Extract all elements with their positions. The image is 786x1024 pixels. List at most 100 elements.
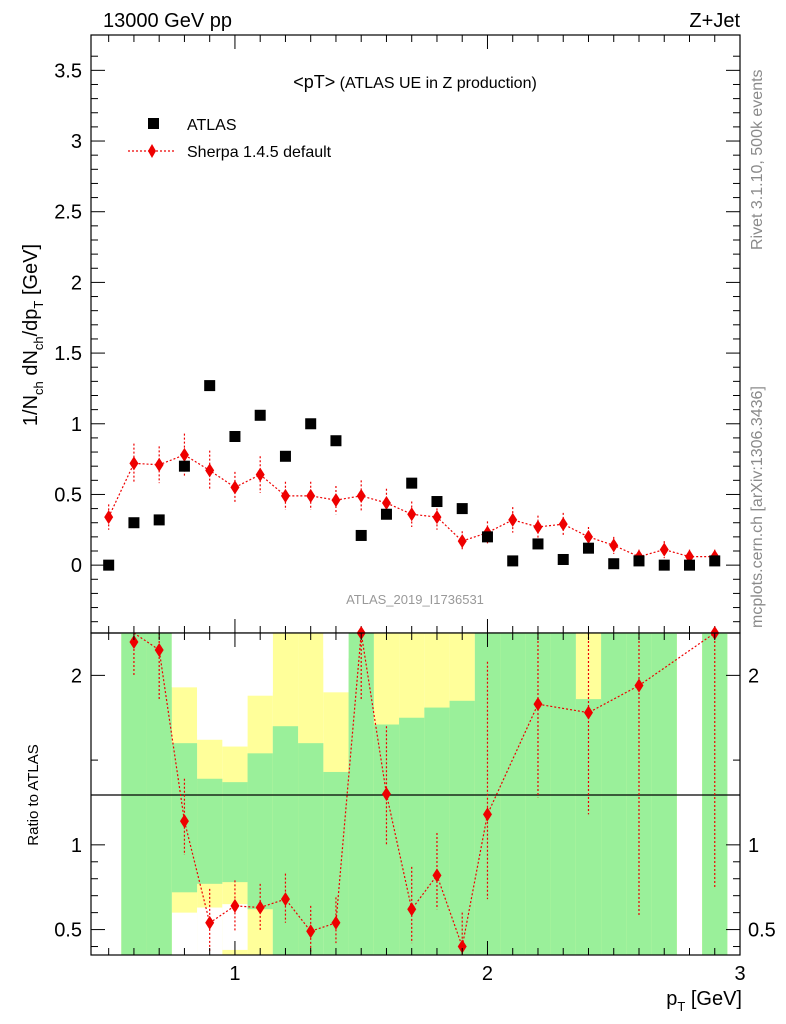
ratio-point [255, 900, 265, 915]
atlas-point [633, 555, 645, 567]
x-tick-label: 2 [482, 963, 493, 985]
ratio-panel: 0.5 0.5 1 1 2 2 1 2 3 [54, 626, 776, 985]
ratio-point [280, 892, 290, 907]
atlas-point [406, 477, 418, 489]
sherpa-point [609, 538, 619, 553]
atlas-point [153, 514, 165, 526]
ratio-y-tick-label-right: 0.5 [748, 920, 776, 942]
sherpa-point [255, 467, 265, 482]
atlas-point [305, 418, 317, 430]
ratio-band-green [197, 778, 223, 884]
sherpa-point [331, 493, 341, 508]
atlas-point [279, 450, 291, 462]
ratio-point [129, 635, 139, 649]
main-y-tick-label: 2.5 [54, 202, 82, 224]
sherpa-point [457, 534, 467, 549]
ratio-y-axis-label: Ratio to ATLAS [25, 744, 42, 845]
atlas-point [229, 430, 241, 442]
legend-atlas-label: ATLAS [187, 117, 237, 134]
main-y-tick-label: 0 [71, 555, 82, 577]
atlas-point [178, 460, 190, 472]
ratio-band-green [550, 633, 576, 955]
ratio-point [381, 787, 391, 801]
x-axis-label-sub: T [677, 999, 685, 1014]
ratio-band-green [601, 633, 627, 955]
ratio-frame [90, 632, 741, 956]
main-errorbars [108, 433, 716, 564]
ratio-point [482, 807, 492, 822]
ratio-point [634, 678, 644, 693]
legend-sherpa-label: Sherpa 1.4.5 default [187, 144, 332, 161]
ratio-bands [121, 633, 728, 955]
ratio-point [331, 915, 341, 930]
sherpa-point [432, 510, 442, 525]
main-y-tick-label: 1 [71, 414, 82, 436]
ratio-band-green [651, 633, 677, 955]
sherpa-point [154, 457, 164, 472]
atlas-point [128, 517, 140, 529]
ratio-band-gap [222, 633, 248, 740]
sherpa-point [533, 519, 543, 534]
ratio-y-tick-label-left: 1 [71, 835, 82, 857]
atlas-point [103, 559, 115, 571]
plot-title-sub: (ATLAS UE in Z production) [335, 75, 537, 92]
atlas-point [456, 503, 468, 515]
sherpa-point [508, 512, 518, 527]
x-axis-label-main: p [666, 988, 677, 1010]
atlas-point [658, 559, 670, 571]
sherpa-point [558, 517, 568, 532]
sherpa-point [230, 480, 240, 495]
atlas-point [481, 531, 493, 543]
sherpa-point [104, 510, 114, 525]
main-y-tick-label: 2 [71, 272, 82, 294]
sherpa-point [659, 542, 669, 557]
ratio-markers [129, 626, 720, 954]
main-panel: 0 0.5 1 1.5 2 2.5 3 3.5 [54, 34, 741, 634]
ratio-band-gap [171, 633, 198, 688]
ratio-y-tick-label-left: 2 [71, 665, 82, 687]
ratio-band-gap [197, 907, 223, 955]
sherpa-point [129, 456, 139, 471]
ratio-point [205, 915, 215, 930]
ratio-point [230, 898, 240, 913]
ratio-band-green [272, 726, 299, 955]
atlas-point [355, 529, 367, 541]
ratio-band-green [424, 707, 450, 955]
header-left-label: 13000 GeV pp [103, 10, 232, 32]
sherpa-point [205, 463, 215, 478]
ratio-y-tick-label-right: 1 [748, 835, 759, 857]
atlas-point [380, 508, 392, 520]
ratio-band-green [247, 753, 273, 910]
ratio-band-gap [247, 633, 273, 693]
mcplots-label: mcplots.cern.ch [arXiv:1306.3436] [749, 386, 766, 628]
main-y-tick-label: 3 [71, 131, 82, 153]
sherpa-point [179, 447, 189, 462]
x-tick-label: 3 [734, 963, 745, 985]
sherpa-point [407, 507, 417, 522]
main-markers [103, 380, 721, 571]
x-tick-label: 1 [229, 963, 240, 985]
atlas-point [507, 555, 519, 567]
ratio-point [533, 697, 543, 712]
ratio-y-tick-label-right: 2 [748, 665, 759, 687]
ratio-point [432, 868, 442, 883]
sherpa-point [381, 495, 391, 510]
atlas-point [431, 496, 443, 508]
legend-atlas-marker [148, 118, 159, 129]
main-y-tick-label: 1.5 [54, 343, 82, 365]
legend: ATLAS Sherpa 1.4.5 default [128, 117, 332, 161]
ratio-point [583, 705, 593, 720]
ratio-band-green [500, 633, 526, 955]
sherpa-point [583, 529, 593, 544]
rivet-version-label: Rivet 3.1.10, 500k events [749, 69, 766, 250]
ratio-point [154, 642, 164, 657]
ratio-errorbars [133, 633, 716, 955]
atlas-point [709, 555, 721, 567]
ratio-y-tick-label-left: 0.5 [54, 920, 82, 942]
analysis-id-label: ATLAS_2019_I1736531 [346, 592, 484, 607]
ratio-band-green [222, 782, 248, 883]
sherpa-point [280, 488, 290, 503]
sherpa-point [356, 488, 366, 503]
atlas-point [608, 558, 620, 570]
